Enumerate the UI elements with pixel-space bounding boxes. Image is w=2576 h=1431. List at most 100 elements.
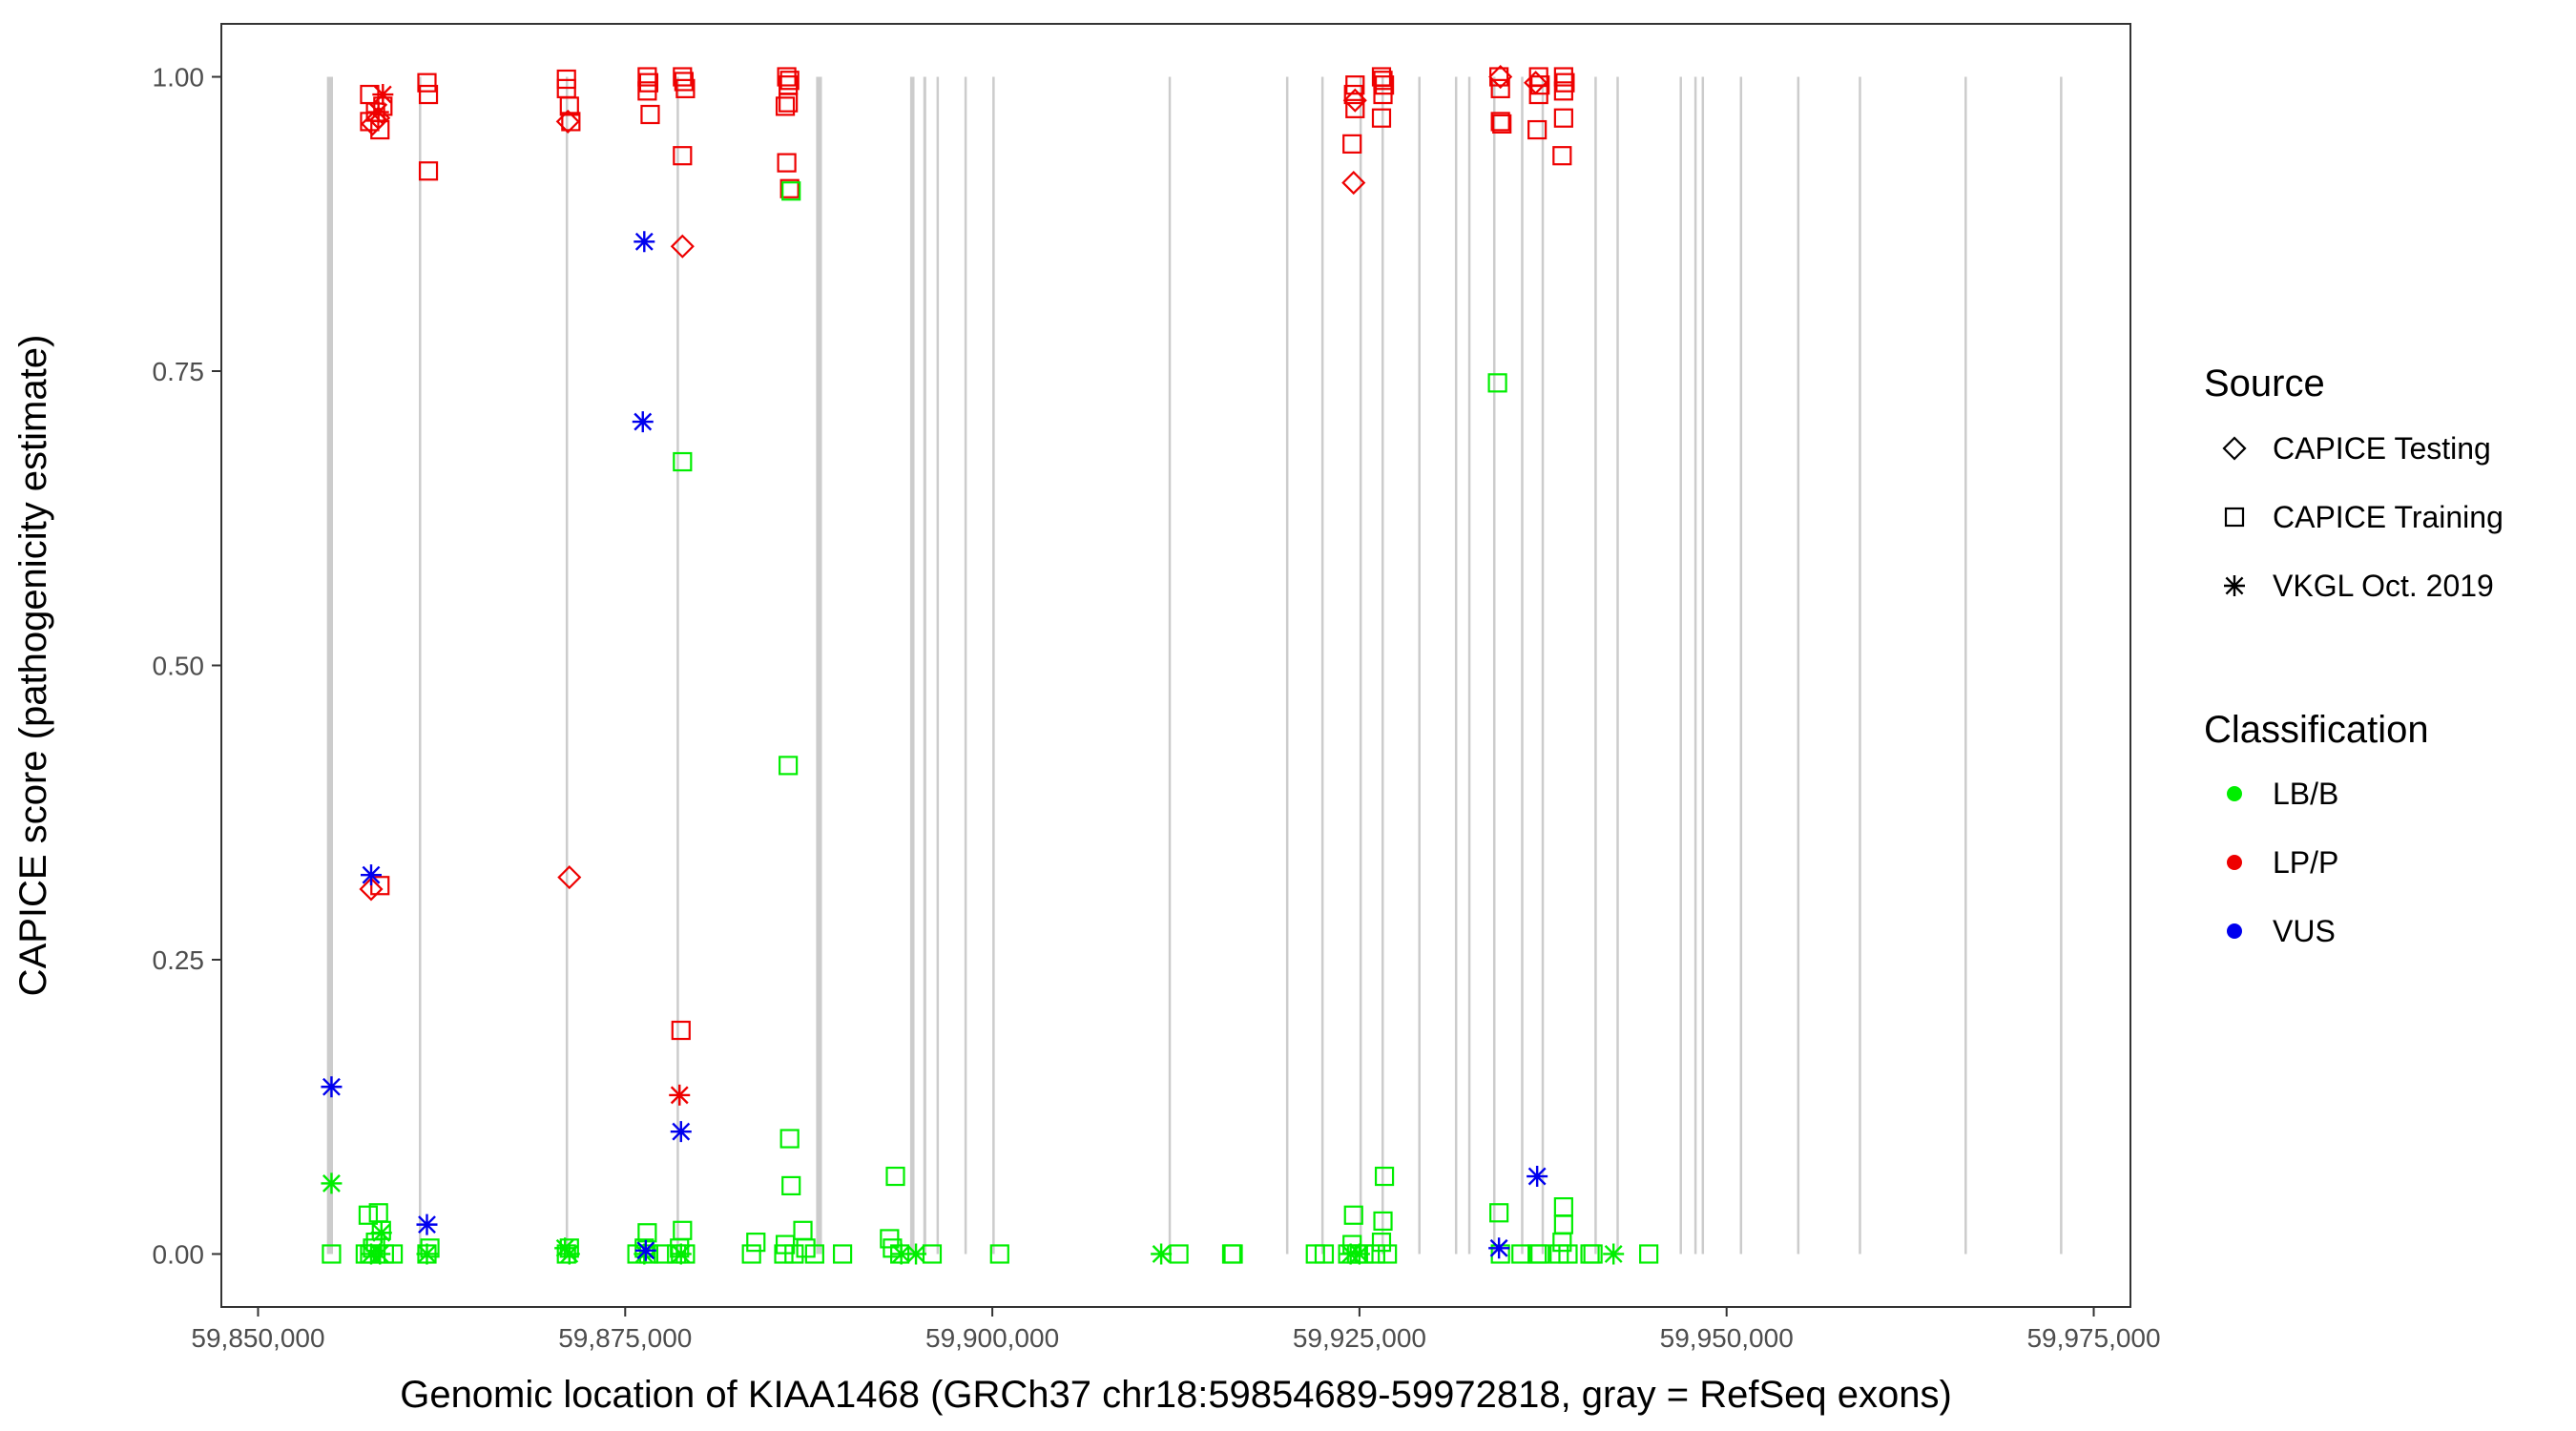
x-tick-label: 59,925,000 bbox=[1293, 1323, 1426, 1353]
x-tick-label: 59,850,000 bbox=[191, 1323, 324, 1353]
exon-band bbox=[1693, 76, 1697, 1255]
legend-source-label: CAPICE Testing bbox=[2273, 431, 2491, 466]
data-point bbox=[779, 756, 799, 776]
y-tick-label: 0.00 bbox=[153, 1239, 205, 1269]
legend-source-item: VKGL Oct. 2019 bbox=[2224, 569, 2494, 603]
y-tick-label: 0.50 bbox=[153, 652, 205, 681]
square-symbol-icon bbox=[2224, 507, 2245, 528]
data-point bbox=[321, 1076, 343, 1098]
data-point bbox=[1373, 71, 1393, 91]
exon-band bbox=[1418, 76, 1421, 1255]
exon-band bbox=[1492, 76, 1496, 1255]
exon-band bbox=[2060, 76, 2063, 1255]
exon-bands bbox=[326, 76, 2063, 1255]
y-tick-label: 1.00 bbox=[153, 63, 205, 93]
data-point bbox=[416, 1243, 438, 1265]
legend-source-item: CAPICE Testing bbox=[2222, 431, 2491, 466]
data-point bbox=[885, 1166, 905, 1187]
data-point bbox=[358, 1205, 379, 1225]
legend-classification-item: VUS bbox=[2227, 914, 2336, 948]
data-point bbox=[561, 112, 581, 132]
data-point bbox=[1373, 84, 1393, 105]
exon-band bbox=[1521, 76, 1524, 1255]
y-tick-label: 0.25 bbox=[153, 945, 205, 975]
exon-band bbox=[1381, 76, 1384, 1255]
data-point bbox=[890, 1243, 912, 1265]
series-vus bbox=[321, 231, 1548, 1261]
x-tick-label: 59,975,000 bbox=[2026, 1323, 2160, 1353]
data-point bbox=[1530, 1244, 1550, 1264]
data-point bbox=[779, 178, 800, 198]
data-point bbox=[1371, 108, 1392, 128]
data-point bbox=[1345, 98, 1365, 118]
data-point bbox=[1583, 1244, 1603, 1264]
data-point bbox=[1378, 1244, 1398, 1264]
data-point bbox=[1490, 78, 1510, 98]
data-point bbox=[418, 161, 439, 181]
data-point bbox=[804, 1244, 824, 1264]
data-point bbox=[1527, 1166, 1548, 1188]
data-point bbox=[673, 146, 693, 166]
asterisk-symbol-icon bbox=[2224, 575, 2245, 596]
data-point bbox=[557, 865, 582, 890]
exon-band bbox=[992, 76, 995, 1255]
data-point bbox=[779, 1129, 800, 1149]
data-point bbox=[674, 72, 694, 92]
data-point bbox=[1553, 108, 1573, 128]
legend-classification-item: LP/P bbox=[2227, 845, 2338, 880]
data-point bbox=[558, 1243, 580, 1265]
data-point bbox=[1603, 1243, 1625, 1265]
color-dot-icon bbox=[2227, 923, 2242, 939]
data-point bbox=[634, 231, 655, 253]
y-axis: 0.00 0.25 0.50 0.75 1.00 bbox=[153, 63, 221, 1269]
data-point bbox=[670, 234, 695, 259]
data-point bbox=[832, 1244, 853, 1264]
data-point bbox=[1223, 1244, 1243, 1264]
data-point bbox=[361, 864, 383, 886]
data-point bbox=[1151, 1243, 1173, 1265]
data-point bbox=[359, 877, 384, 902]
data-point bbox=[781, 181, 801, 201]
data-point bbox=[673, 451, 693, 472]
data-point bbox=[370, 876, 390, 896]
data-point bbox=[416, 1213, 438, 1235]
y-tick-label: 0.75 bbox=[153, 357, 205, 386]
exon-band bbox=[909, 76, 915, 1255]
legend-source-item: CAPICE Training bbox=[2224, 500, 2503, 534]
data-point bbox=[1314, 1244, 1335, 1264]
data-point bbox=[418, 84, 439, 105]
data-point bbox=[372, 84, 394, 106]
data-point bbox=[637, 1223, 657, 1243]
legend-source-label: VKGL Oct. 2019 bbox=[2273, 569, 2494, 603]
data-point bbox=[369, 1243, 391, 1265]
data-point bbox=[1553, 67, 1573, 87]
data-point bbox=[1341, 171, 1366, 196]
exon-band bbox=[1454, 76, 1458, 1255]
data-point bbox=[1348, 1243, 1370, 1265]
data-point bbox=[1487, 373, 1507, 393]
data-point bbox=[669, 1084, 691, 1106]
data-point bbox=[777, 153, 797, 173]
exon-band bbox=[1964, 76, 1967, 1255]
data-point bbox=[671, 1020, 691, 1041]
legend-classification-label: LP/P bbox=[2273, 845, 2338, 880]
data-point bbox=[905, 1243, 927, 1265]
series-lp-p bbox=[359, 64, 1575, 1106]
data-point bbox=[1342, 134, 1362, 154]
x-axis: 59,850,000 59,875,000 59,900,000 59,925,000… bbox=[191, 1307, 2161, 1353]
legend-source-items: CAPICE Testing CAPICE Training VKGL Oct. 2… bbox=[2222, 431, 2503, 603]
data-point bbox=[675, 78, 696, 98]
data-point bbox=[1489, 1203, 1509, 1223]
data-point bbox=[1371, 1233, 1392, 1253]
legend-classification-label: VUS bbox=[2273, 914, 2336, 948]
exon-band bbox=[1541, 76, 1545, 1255]
exon-band bbox=[565, 76, 569, 1255]
data-point bbox=[1528, 84, 1548, 105]
legend: Source CAPICE Testing CAPICE Training VKGL… bbox=[2204, 363, 2503, 948]
exon-band bbox=[1739, 76, 1743, 1255]
exon-band bbox=[1359, 76, 1362, 1255]
data-point bbox=[1374, 1166, 1395, 1187]
legend-classification-title: Classification bbox=[2204, 709, 2429, 751]
data-point bbox=[322, 1244, 342, 1264]
x-axis-title: Genomic location of KIAA1468 (GRCh37 chr… bbox=[400, 1374, 1952, 1416]
